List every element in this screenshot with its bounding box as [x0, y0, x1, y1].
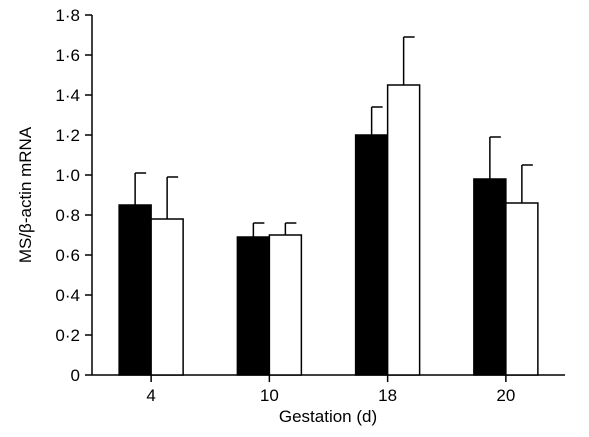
y-tick-label: 0·2	[55, 326, 80, 345]
y-tick-label: 0	[71, 366, 80, 385]
y-tick-label: 1·6	[55, 46, 80, 65]
y-tick-label: 0·6	[55, 246, 80, 265]
y-tick-label: 0·8	[55, 206, 80, 225]
y-axis-ticks: 0 0·2 0·4 0·6 0·8 1·0 1·2 1·4 1·6 1·8	[55, 6, 92, 385]
y-tick-label: 1·2	[55, 126, 80, 145]
bar	[386, 84, 421, 376]
x-tick-label: 18	[378, 386, 397, 405]
x-axis-title: Gestation (d)	[279, 407, 377, 426]
x-tick-label: 4	[146, 386, 155, 405]
bars-group	[118, 84, 539, 376]
bar	[118, 204, 152, 376]
y-tick-label: 1·4	[55, 86, 80, 105]
bar	[236, 236, 271, 376]
y-tick-label: 1·0	[55, 166, 80, 185]
y-tick-label: 1·8	[55, 6, 80, 25]
y-axis-title: MS/β-actin mRNA	[16, 126, 35, 263]
error-bars-group	[134, 36, 533, 237]
x-tick-label: 20	[496, 386, 515, 405]
y-tick-label: 0·4	[55, 286, 80, 305]
bar	[473, 178, 507, 376]
x-tick-label: 10	[260, 386, 279, 405]
bar	[268, 234, 303, 376]
bar	[150, 218, 184, 376]
bar	[505, 202, 539, 376]
bar	[354, 134, 389, 376]
x-axis-ticks: 4 10 18 20	[146, 375, 515, 405]
